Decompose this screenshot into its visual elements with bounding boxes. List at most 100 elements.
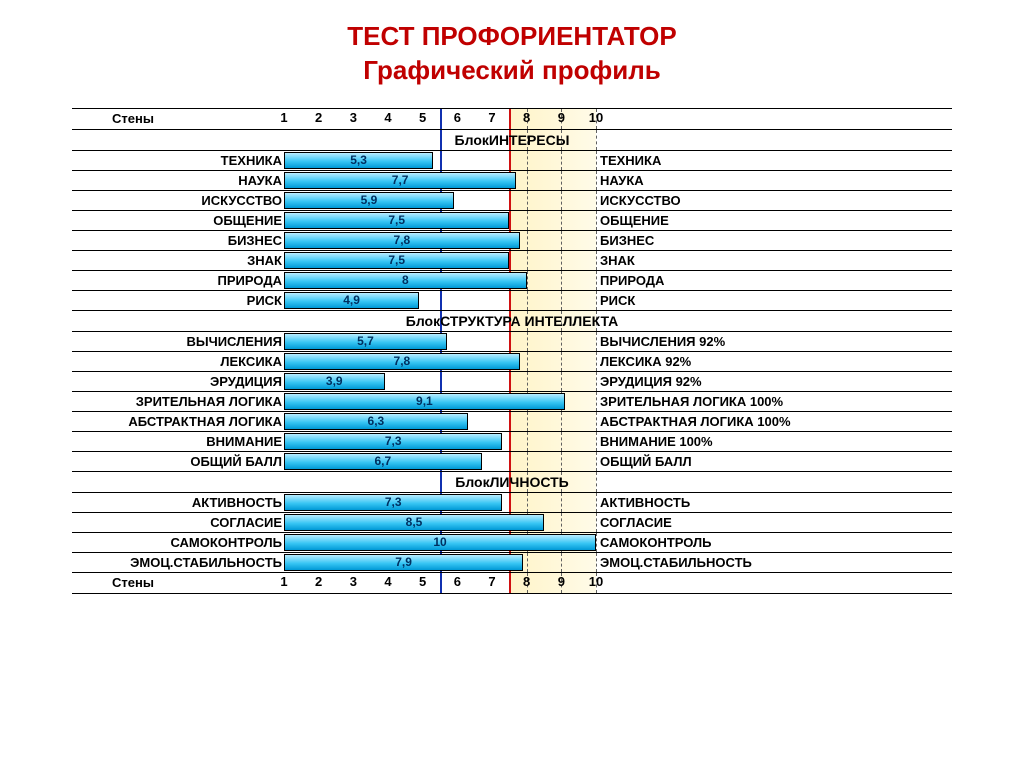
ref-line-dashed bbox=[561, 513, 562, 532]
data-row: ИСКУССТВО5,9ИСКУССТВО bbox=[72, 191, 952, 211]
highlight-band bbox=[509, 291, 596, 310]
ref-line-red bbox=[509, 109, 511, 129]
ref-line-dashed bbox=[527, 191, 528, 210]
ref-line-dashed bbox=[596, 553, 597, 572]
ref-line-red bbox=[509, 191, 511, 210]
ref-line-red bbox=[509, 493, 511, 512]
row-label-left: ТЕХНИКА bbox=[72, 151, 282, 170]
data-row: САМОКОНТРОЛЬ10САМОКОНТРОЛЬ bbox=[72, 533, 952, 553]
ref-line-blue bbox=[440, 109, 442, 129]
row-label-right: ОБЩИЙ БАЛЛ bbox=[600, 452, 900, 471]
ref-line-dashed bbox=[561, 493, 562, 512]
ref-line-dashed bbox=[596, 412, 597, 431]
bar: 7,3 bbox=[284, 433, 502, 450]
row-label-right: ПРИРОДА bbox=[600, 271, 900, 290]
data-row: АБСТРАКТНАЯ ЛОГИКА6,3АБСТРАКТНАЯ ЛОГИКА … bbox=[72, 412, 952, 432]
tick-label: 9 bbox=[558, 110, 565, 125]
ref-line-dashed bbox=[596, 432, 597, 451]
data-row: ЗНАК7,5ЗНАК bbox=[72, 251, 952, 271]
data-row: НАУКА7,7НАУКА bbox=[72, 171, 952, 191]
ref-line-dashed bbox=[561, 372, 562, 391]
block-header-text: БлокИНТЕРЕСЫ bbox=[455, 132, 570, 148]
row-label-right: ЭРУДИЦИЯ 92% bbox=[600, 372, 900, 391]
data-row: ОБЩЕНИЕ7,5ОБЩЕНИЕ bbox=[72, 211, 952, 231]
ref-line-dashed bbox=[596, 352, 597, 371]
profile-chart: Стены12345678910БлокИНТЕРЕСЫТЕХНИКА5,3ТЕ… bbox=[72, 108, 952, 594]
row-label-right: ТЕХНИКА bbox=[600, 151, 900, 170]
row-label-left: АБСТРАКТНАЯ ЛОГИКА bbox=[72, 412, 282, 431]
bar: 6,7 bbox=[284, 453, 482, 470]
tick-label: 2 bbox=[315, 110, 322, 125]
bar: 3,9 bbox=[284, 373, 385, 390]
ref-line-dashed bbox=[596, 372, 597, 391]
row-label-right: НАУКА bbox=[600, 171, 900, 190]
row-label-left: ЗНАК bbox=[72, 251, 282, 270]
ref-line-dashed bbox=[561, 271, 562, 290]
ref-line-red bbox=[509, 291, 511, 310]
row-label-right: ЭМОЦ.СТАБИЛЬНОСТЬ bbox=[600, 553, 900, 572]
bar: 7,7 bbox=[284, 172, 516, 189]
data-row: СОГЛАСИЕ8,5СОГЛАСИЕ bbox=[72, 513, 952, 533]
data-row: ЭМОЦ.СТАБИЛЬНОСТЬ7,9ЭМОЦ.СТАБИЛЬНОСТЬ bbox=[72, 553, 952, 573]
row-label-left: ПРИРОДА bbox=[72, 271, 282, 290]
ref-line-dashed bbox=[596, 151, 597, 170]
tick-label: 6 bbox=[454, 110, 461, 125]
block-header: БлокЛИЧНОСТЬ bbox=[72, 472, 952, 493]
row-label-left: СОГЛАСИЕ bbox=[72, 513, 282, 532]
ref-line-dashed bbox=[596, 493, 597, 512]
tick-label: 5 bbox=[419, 574, 426, 589]
tick-label: 3 bbox=[350, 574, 357, 589]
row-label-right: ЗНАК bbox=[600, 251, 900, 270]
row-label-left: ВНИМАНИЕ bbox=[72, 432, 282, 451]
ref-line-dashed bbox=[527, 251, 528, 270]
tick-label: 2 bbox=[315, 574, 322, 589]
ref-line-blue bbox=[440, 573, 442, 593]
ref-line-dashed bbox=[527, 372, 528, 391]
bar: 8,5 bbox=[284, 514, 544, 531]
tick-label: 8 bbox=[523, 110, 530, 125]
bar: 5,3 bbox=[284, 152, 433, 169]
block-header-text: БлокСТРУКТУРА ИНТЕЛЛЕКТА bbox=[406, 313, 619, 329]
bar: 7,9 bbox=[284, 554, 523, 571]
row-label-left: САМОКОНТРОЛЬ bbox=[72, 533, 282, 552]
ref-line-dashed bbox=[596, 130, 597, 150]
ref-line-dashed bbox=[561, 151, 562, 170]
row-label-right: ИСКУССТВО bbox=[600, 191, 900, 210]
row-label-left: ЛЕКСИКА bbox=[72, 352, 282, 371]
ref-line-red bbox=[509, 372, 511, 391]
row-label-right: БИЗНЕС bbox=[600, 231, 900, 250]
ref-line-dashed bbox=[561, 211, 562, 230]
bar: 5,9 bbox=[284, 192, 454, 209]
row-label-right: ВНИМАНИЕ 100% bbox=[600, 432, 900, 451]
ref-line-dashed bbox=[561, 332, 562, 351]
ref-line-dashed bbox=[596, 271, 597, 290]
bar: 5,7 bbox=[284, 333, 447, 350]
ref-line-dashed bbox=[527, 432, 528, 451]
block-header-text: БлокЛИЧНОСТЬ bbox=[455, 474, 568, 490]
ref-line-dashed bbox=[561, 251, 562, 270]
title-line1: ТЕСТ ПРОФОРИЕНТАТОР bbox=[347, 21, 676, 51]
ref-line-dashed bbox=[596, 533, 597, 552]
bar: 7,8 bbox=[284, 232, 520, 249]
row-label-right: АКТИВНОСТЬ bbox=[600, 493, 900, 512]
ref-line-dashed bbox=[527, 271, 528, 290]
highlight-band bbox=[509, 251, 596, 270]
row-label-right: САМОКОНТРОЛЬ bbox=[600, 533, 900, 552]
bar: 7,5 bbox=[284, 212, 509, 229]
tick-label: 3 bbox=[350, 110, 357, 125]
data-row: ТЕХНИКА5,3ТЕХНИКА bbox=[72, 151, 952, 171]
data-row: РИСК4,9РИСК bbox=[72, 291, 952, 311]
ref-line-dashed bbox=[596, 452, 597, 471]
bar: 9,1 bbox=[284, 393, 565, 410]
row-label-left: ИСКУССТВО bbox=[72, 191, 282, 210]
ref-line-red bbox=[509, 573, 511, 593]
tick-label: 7 bbox=[488, 574, 495, 589]
ref-line-dashed bbox=[596, 291, 597, 310]
tick-label: 9 bbox=[558, 574, 565, 589]
ref-line-dashed bbox=[561, 291, 562, 310]
ref-line-dashed bbox=[561, 452, 562, 471]
ref-line-dashed bbox=[561, 553, 562, 572]
bar: 4,9 bbox=[284, 292, 419, 309]
tick-label: 1 bbox=[280, 574, 287, 589]
row-label-right: ЗРИТЕЛЬНАЯ ЛОГИКА 100% bbox=[600, 392, 900, 411]
